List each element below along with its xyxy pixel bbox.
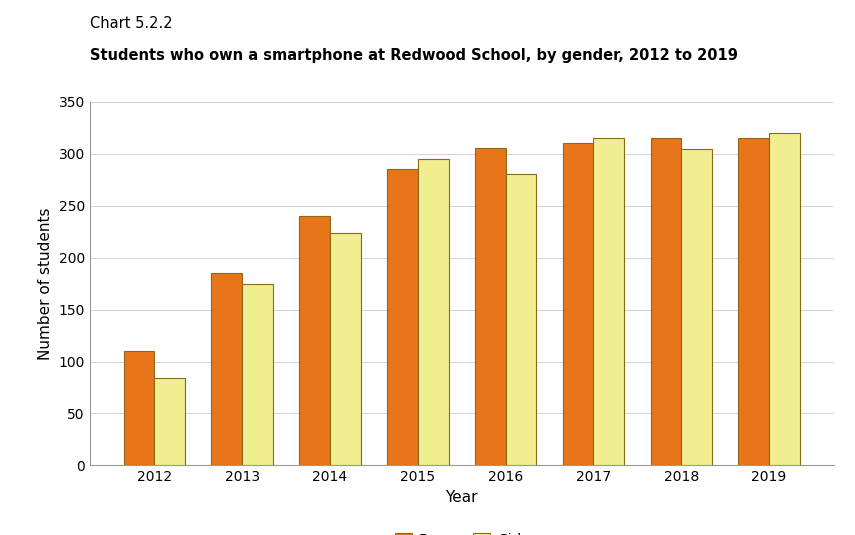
Bar — [211, 273, 242, 465]
Y-axis label: Number of students: Number of students — [38, 207, 53, 360]
Bar — [739, 138, 770, 465]
Bar — [387, 169, 418, 465]
Bar — [593, 138, 624, 465]
Bar — [651, 138, 681, 465]
Bar — [330, 233, 361, 465]
Bar — [242, 284, 273, 465]
Bar — [299, 216, 330, 465]
Text: Students who own a smartphone at Redwood School, by gender, 2012 to 2019: Students who own a smartphone at Redwood… — [90, 48, 738, 63]
Text: Chart 5.2.2: Chart 5.2.2 — [90, 16, 173, 31]
Bar — [505, 174, 536, 465]
Bar — [563, 143, 593, 465]
Bar — [124, 351, 154, 465]
Bar — [770, 133, 799, 465]
Bar — [418, 159, 449, 465]
Bar — [154, 378, 185, 465]
Legend: Boys, Girls: Boys, Girls — [390, 527, 534, 535]
X-axis label: Year: Year — [445, 490, 478, 505]
Bar — [681, 149, 712, 465]
Bar — [475, 148, 505, 465]
